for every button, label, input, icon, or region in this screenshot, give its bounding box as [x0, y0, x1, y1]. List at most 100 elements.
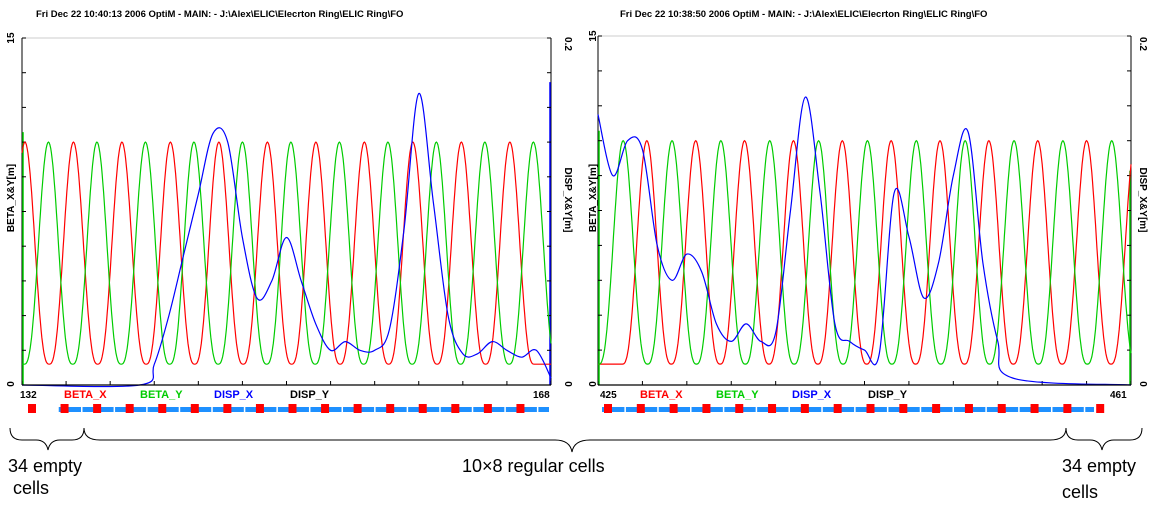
left-xtick-end: 168	[533, 390, 550, 401]
quad-band	[58, 407, 549, 412]
right-ytick-right-top: 0.2	[1137, 37, 1148, 51]
dipole-marker	[964, 404, 973, 413]
quad-band	[602, 407, 1094, 412]
right-empty-label-line1: 34 empty	[1062, 456, 1136, 476]
dipole-marker	[28, 404, 36, 413]
left-xtick-start: 132	[20, 390, 37, 401]
dipole-marker	[800, 404, 809, 413]
right-legend-beta-y: BETA_Y	[716, 389, 759, 401]
left-ylabel-right: DISP_X&Y[m]	[562, 167, 573, 232]
quad-gap	[504, 407, 506, 412]
dipole-marker	[735, 404, 744, 413]
right-ylabel-right: DISP_X&Y[m]	[1137, 167, 1148, 232]
dipole-marker	[702, 404, 711, 413]
dipole-marker	[899, 404, 908, 413]
left-ytick-right-bottom: 0	[562, 381, 573, 387]
quad-gap	[374, 407, 376, 412]
quad-gap	[113, 407, 116, 412]
left-legend-beta-x: BETA_X	[64, 389, 107, 401]
left-ylabel-left: BETA_X&Y[m]	[6, 164, 17, 232]
quad-gap	[952, 407, 955, 412]
dipole-marker	[60, 404, 69, 413]
dipole-marker	[866, 404, 875, 413]
quad-gap	[788, 407, 790, 412]
dipole-marker	[288, 404, 297, 413]
dipole-marker	[353, 404, 362, 413]
dipole-marker	[418, 404, 427, 413]
quad-gap	[178, 407, 181, 412]
dipole-marker	[1030, 404, 1039, 413]
right-empty-brace	[1065, 427, 1143, 451]
quad-gap	[985, 407, 987, 412]
right-xtick-start: 425	[600, 390, 617, 401]
dipole-marker	[158, 404, 167, 413]
dipole-marker	[932, 404, 941, 413]
quad-gap	[886, 407, 889, 412]
right-plot-header: Fri Dec 22 10:38:50 2006 OptiM - MAIN: -…	[620, 9, 987, 20]
right-optics-panel: Fri Dec 22 10:38:50 2006 OptiM - MAIN: -…	[588, 9, 1148, 413]
left-plot-header: Fri Dec 22 10:40:13 2006 OptiM - MAIN: -…	[36, 9, 403, 20]
left-legend-disp-y: DISP_Y	[290, 389, 330, 401]
beta-y-line	[22, 141, 552, 365]
right-legend-disp-x: DISP_X	[792, 389, 832, 401]
quad-gap	[243, 407, 246, 412]
right-ytick-left-bottom: 0	[588, 381, 599, 387]
left-optics-panel: Fri Dec 22 10:40:13 2006 OptiM - MAIN: -…	[6, 9, 573, 413]
right-xtick-end: 461	[1110, 390, 1127, 401]
quad-gap	[341, 407, 344, 412]
dipole-marker	[190, 404, 199, 413]
dipole-marker	[833, 404, 842, 413]
quad-gap	[821, 407, 823, 412]
quad-gap	[146, 407, 148, 412]
quad-gap	[276, 407, 278, 412]
quad-gap	[406, 407, 409, 412]
beta-x-line	[598, 139, 1132, 365]
dipole-marker	[636, 404, 645, 413]
quad-gap	[624, 407, 626, 412]
quad-gap	[1018, 407, 1020, 412]
quad-gap	[854, 407, 856, 412]
left-legend-disp-x: DISP_X	[214, 389, 254, 401]
dipole-marker	[483, 404, 492, 413]
right-legend-disp-y: DISP_Y	[868, 389, 908, 401]
right-legend-beta-x: BETA_X	[640, 389, 683, 401]
disp-x-line	[597, 96, 1132, 386]
right-ylabel-left: BETA_X&Y[m]	[588, 164, 599, 232]
right-empty-label-line2: cells	[1062, 482, 1098, 502]
quad-gap	[308, 407, 311, 412]
dipole-marker	[223, 404, 232, 413]
left-empty-label-line1: 34 empty	[8, 456, 82, 476]
left-plot-area	[21, 37, 552, 388]
left-ytick-right-top: 0.2	[562, 37, 573, 51]
beta-x-line	[21, 141, 551, 365]
dipole-marker	[669, 404, 678, 413]
dipole-marker	[125, 404, 134, 413]
left-ytick-left-bottom: 0	[6, 381, 17, 387]
dipole-marker	[93, 404, 102, 413]
left-empty-label-line2: cells	[13, 478, 49, 498]
dipole-marker	[451, 404, 460, 413]
dipole-marker	[386, 404, 395, 413]
disp-x-line	[21, 92, 552, 388]
right-plot-area	[597, 35, 1132, 386]
dipole-marker	[1096, 404, 1105, 413]
quad-gap	[755, 407, 758, 412]
dipole-marker	[997, 404, 1006, 413]
right-lattice-strip	[602, 404, 1105, 413]
quad-gap	[1083, 407, 1086, 412]
quad-gap	[439, 407, 441, 412]
quad-gap	[211, 407, 213, 412]
right-ytick-right-bottom: 0	[1137, 381, 1148, 387]
dipole-marker	[516, 404, 525, 413]
quad-gap	[722, 407, 725, 412]
regular-cells-brace	[83, 427, 1067, 453]
dipole-marker	[768, 404, 777, 413]
quad-gap	[536, 407, 539, 412]
dipole-marker	[321, 404, 330, 413]
left-ytick-left-top: 15	[6, 32, 17, 44]
left-empty-brace	[9, 427, 85, 451]
quad-gap	[919, 407, 922, 412]
dipole-marker	[1063, 404, 1072, 413]
quad-gap	[690, 407, 692, 412]
